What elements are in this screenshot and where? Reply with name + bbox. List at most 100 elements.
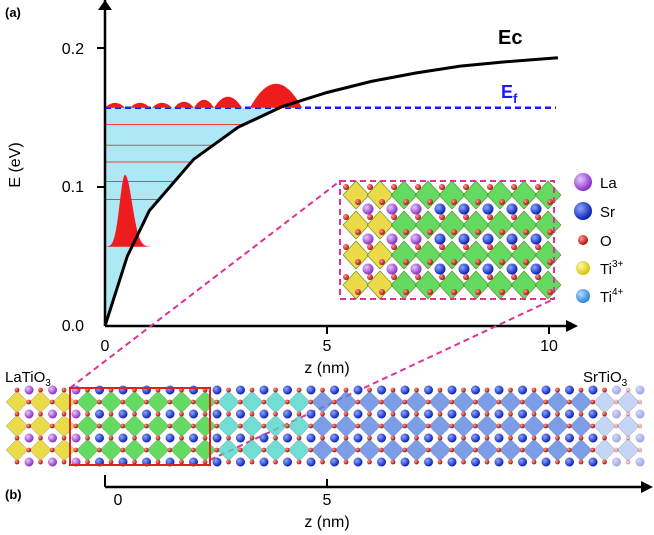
slab-o-atom: [414, 411, 419, 417]
o-atom: [379, 259, 385, 265]
slab-o-atom: [461, 387, 466, 393]
slab-o-atom: [331, 423, 337, 429]
la-atom: [362, 263, 374, 275]
o-atom: [475, 259, 481, 265]
slab-octahedron: [29, 390, 52, 414]
o-atom: [511, 274, 517, 280]
slab-octahedron: [5, 414, 29, 438]
slab-o-atom: [214, 399, 220, 405]
ground-state-wavefunction: [105, 174, 175, 247]
octahedron: [366, 180, 394, 210]
slab-o-atom: [602, 387, 607, 393]
octahedron: [462, 210, 490, 240]
slab-o-atom: [226, 387, 231, 393]
o-atom: [343, 274, 349, 280]
slab-o-atom: [214, 447, 220, 453]
slab-sr-atom: [635, 385, 645, 395]
slab-o-atom: [120, 447, 126, 453]
slab-o-atom: [14, 459, 20, 465]
slab-o-atom: [461, 435, 466, 441]
octahedron: [510, 180, 538, 210]
slab-o-atom: [390, 435, 396, 441]
slab-octahedron: [146, 390, 170, 414]
wavefunction-peak: [130, 102, 150, 108]
slab-o-atom: [296, 411, 302, 417]
octahedron: [366, 210, 394, 240]
slab-sr-atom: [353, 385, 363, 395]
slab-o-atom: [555, 459, 560, 465]
slab-o-atom: [26, 399, 32, 405]
slab-sr-atom: [259, 409, 269, 419]
slab-sr-atom: [471, 409, 480, 419]
slab-o-atom: [38, 459, 43, 465]
slab-octahedron: [358, 438, 381, 462]
slab-sr-atom: [283, 409, 292, 419]
slab-sr-atom: [588, 409, 598, 419]
o-atom: [355, 289, 361, 295]
slab-o-atom: [249, 411, 255, 417]
octahedron: [510, 210, 538, 240]
slab-o-atom: [437, 459, 443, 465]
slab-sr-atom: [95, 433, 104, 443]
o-atom: [355, 199, 361, 205]
slab-o-atom: [402, 399, 408, 405]
o-atom: [463, 184, 469, 190]
slab-sr-atom: [400, 457, 410, 467]
octahedron: [486, 240, 514, 270]
slab-octahedron: [287, 414, 311, 438]
slab-o-atom: [449, 447, 455, 453]
y-axis-label: E (eV): [7, 142, 24, 187]
la-atom: [410, 203, 422, 215]
slab-octahedron: [569, 414, 593, 438]
o-atom: [547, 229, 553, 235]
slab-o-atom: [566, 399, 572, 405]
wavefunction-peaks: [105, 83, 302, 108]
slab-o-atom: [343, 435, 349, 441]
octahedron: [438, 210, 466, 240]
slab-o-atom: [496, 399, 502, 405]
sr-atom: [530, 203, 542, 215]
la-atom: [386, 233, 398, 245]
o-atom: [475, 289, 481, 295]
slab-o-atom: [320, 387, 325, 393]
slab-sr-atom: [588, 385, 598, 395]
slab-o-atom: [273, 459, 278, 465]
slab-octahedron: [240, 438, 264, 462]
slab-o-atom: [26, 423, 32, 429]
slab-octahedron: [475, 414, 499, 438]
slab-o-atom: [284, 423, 290, 429]
slab-o-atom: [38, 387, 43, 393]
legend-label-ti4: Ti4+: [600, 287, 624, 306]
slab-octahedron: [217, 438, 240, 462]
slab-octahedron: [123, 390, 146, 414]
slab-o-atom: [296, 435, 302, 441]
slab-sr-atom: [635, 433, 645, 443]
o-atom: [451, 289, 457, 295]
slab-sr-atom: [612, 385, 621, 395]
slab-o-atom: [96, 399, 102, 405]
slab-sr-atom: [306, 433, 316, 443]
slab-sr-atom: [377, 409, 386, 419]
slab-o-atom: [155, 435, 161, 441]
o-atom: [343, 214, 349, 220]
slab-o-atom: [14, 411, 20, 417]
slab-o-atom: [343, 411, 349, 417]
slab-o-atom: [390, 411, 396, 417]
slab-o-atom: [61, 387, 67, 393]
slab-o-atom: [531, 459, 537, 465]
legend-swatch-ti3: [576, 261, 590, 275]
slab-octahedron: [76, 390, 99, 414]
bottom-x-tick-label: 5: [323, 492, 332, 509]
octahedron: [390, 210, 418, 240]
o-atom: [343, 244, 349, 250]
slab-o-atom: [461, 411, 466, 417]
slab-octahedron: [99, 414, 123, 438]
highlight-region-box: [69, 387, 211, 466]
slab-o-atom: [49, 447, 55, 453]
slab-octahedron: [499, 390, 522, 414]
slab-octahedron: [146, 414, 170, 438]
o-atom: [499, 229, 505, 235]
o-atom: [415, 214, 421, 220]
slab-octahedron: [405, 414, 428, 438]
o-atom: [535, 184, 541, 190]
